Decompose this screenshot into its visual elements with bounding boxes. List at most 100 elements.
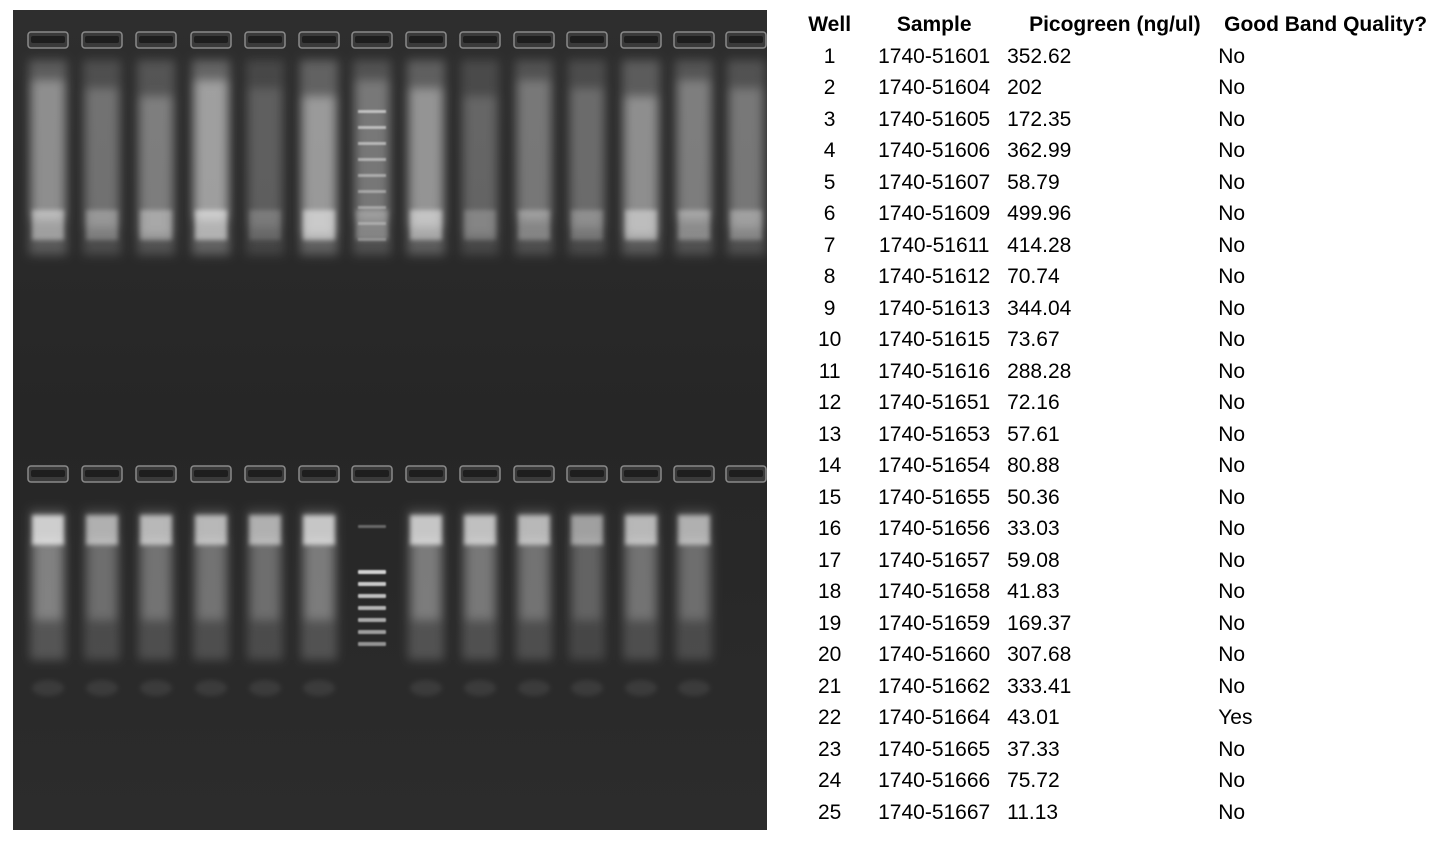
- cell-well: 13: [817, 422, 842, 446]
- cell-picogreen: 59.08: [1007, 548, 1060, 572]
- table-row: 20 1740-51660 307.68 No: [796, 639, 1433, 671]
- gel-ladder-bands: [358, 110, 386, 646]
- gel-smear: [623, 510, 659, 696]
- gel-well-slot: [302, 470, 336, 477]
- gel-well-slot: [463, 470, 497, 477]
- cell-sample: 1740-51667: [878, 800, 991, 824]
- cell-sample: 1740-51605: [878, 107, 991, 131]
- gel-smear: [300, 60, 338, 255]
- gel-well-slot: [570, 36, 604, 43]
- cell-quality: No: [1218, 517, 1246, 540]
- cell-sample: 1740-51601: [878, 44, 991, 68]
- results-table: Well Sample Picogreen (ng/ul) Good Band …: [796, 9, 1433, 828]
- ladder-band: [358, 158, 386, 161]
- table-row: 10 1740-51615 73.67 No: [796, 324, 1433, 356]
- cell-picogreen: 37.33: [1007, 737, 1060, 761]
- cell-picogreen: 58.79: [1007, 170, 1060, 194]
- gel-smear: [301, 510, 337, 696]
- cell-sample: 1740-51653: [878, 422, 991, 446]
- ladder-band: [358, 525, 386, 528]
- cell-sample: 1740-51660: [878, 643, 991, 666]
- cell-sample: 1740-51606: [878, 139, 991, 162]
- gel-well-slot: [355, 36, 389, 43]
- cell-sample: 1740-51615: [878, 328, 991, 351]
- gel-well-slot: [409, 470, 443, 477]
- gel-smear: [247, 510, 283, 696]
- gel-smear: [84, 510, 120, 696]
- cell-quality: No: [1218, 769, 1246, 792]
- cell-sample: 1740-51612: [878, 265, 991, 288]
- cell-well: 25: [817, 800, 842, 824]
- table-row: 14 1740-51654 80.88 No: [796, 450, 1433, 482]
- cell-quality: No: [1218, 737, 1246, 761]
- cell-quality: No: [1218, 548, 1246, 572]
- cell-picogreen: 72.16: [1007, 391, 1060, 414]
- gel-smear: [515, 60, 553, 255]
- table-row: 11 1740-51616 288.28 No: [796, 356, 1433, 388]
- cell-quality: Yes: [1218, 706, 1253, 729]
- gel-smear: [246, 60, 284, 255]
- ladder-band: [358, 110, 386, 113]
- gel-well-slot: [570, 470, 604, 477]
- gel-well-slot: [677, 470, 711, 477]
- gel-smear: [727, 60, 765, 255]
- cell-sample: 1740-51655: [878, 485, 991, 509]
- gel-smear: [353, 60, 391, 255]
- cell-well: 22: [817, 706, 842, 729]
- cell-picogreen: 50.36: [1007, 485, 1060, 509]
- gel-well-slot: [248, 470, 282, 477]
- cell-quality: No: [1218, 391, 1246, 414]
- cell-picogreen: 73.67: [1007, 328, 1060, 351]
- ladder-band: [358, 142, 386, 145]
- gel-well-slot: [729, 36, 763, 43]
- cell-sample: 1740-51664: [878, 706, 991, 729]
- cell-well: 1: [823, 44, 836, 68]
- cell-picogreen: 80.88: [1007, 454, 1060, 477]
- cell-well: 12: [817, 391, 842, 414]
- cell-sample: 1740-51651: [878, 391, 991, 414]
- ladder-band: [358, 594, 386, 598]
- cell-well: 6: [823, 202, 836, 225]
- gel-smear: [622, 60, 660, 255]
- gel-well-slot: [624, 470, 658, 477]
- table-body: 1 1740-51601 352.62 No 2 1740-51604 202 No 3 1740…: [796, 41, 1433, 829]
- cell-picogreen: 57.61: [1007, 422, 1060, 446]
- table-row: 8 1740-51612 70.74 No: [796, 261, 1433, 293]
- gel-smear: [407, 60, 445, 255]
- table-row: 18 1740-51658 41.83 No: [796, 576, 1433, 608]
- table-row: 23 1740-51665 37.33 No: [796, 734, 1433, 766]
- cell-quality: No: [1218, 580, 1246, 603]
- gel-smear: [137, 60, 175, 255]
- ladder-band: [358, 630, 386, 634]
- gel-well-slot: [729, 470, 763, 477]
- gel-smear: [29, 60, 67, 255]
- cell-well: 14: [817, 454, 842, 477]
- table-row: 2 1740-51604 202 No: [796, 72, 1433, 104]
- table-row: 22 1740-51664 43.01 Yes: [796, 702, 1433, 734]
- cell-picogreen: 172.35: [1007, 107, 1072, 131]
- gel-smear: [83, 60, 121, 255]
- gel-well-slot: [463, 36, 497, 43]
- cell-sample: 1740-51658: [878, 580, 991, 603]
- cell-quality: No: [1218, 265, 1246, 288]
- ladder-band: [358, 126, 386, 129]
- table-row: 4 1740-51606 362.99 No: [796, 135, 1433, 167]
- table-row: 19 1740-51659 169.37 No: [796, 608, 1433, 640]
- cell-quality: No: [1218, 611, 1246, 635]
- cell-well: 9: [823, 296, 836, 320]
- ladder-band: [358, 606, 386, 610]
- cell-sample: 1740-51657: [878, 548, 991, 572]
- gel-smear: [30, 510, 66, 696]
- cell-picogreen: 352.62: [1007, 44, 1072, 68]
- table-row: 6 1740-51609 499.96 No: [796, 198, 1433, 230]
- cell-sample: 1740-51666: [878, 769, 991, 792]
- gel-smear: [675, 60, 713, 255]
- cell-sample: 1740-51609: [878, 202, 991, 225]
- cell-picogreen: 43.01: [1007, 706, 1060, 729]
- cell-sample: 1740-51613: [878, 296, 991, 320]
- gel-smear: [408, 510, 444, 696]
- cell-quality: No: [1218, 485, 1246, 509]
- cell-well: 18: [817, 580, 842, 603]
- table-row: 13 1740-51653 57.61 No: [796, 419, 1433, 451]
- cell-quality: No: [1218, 170, 1246, 194]
